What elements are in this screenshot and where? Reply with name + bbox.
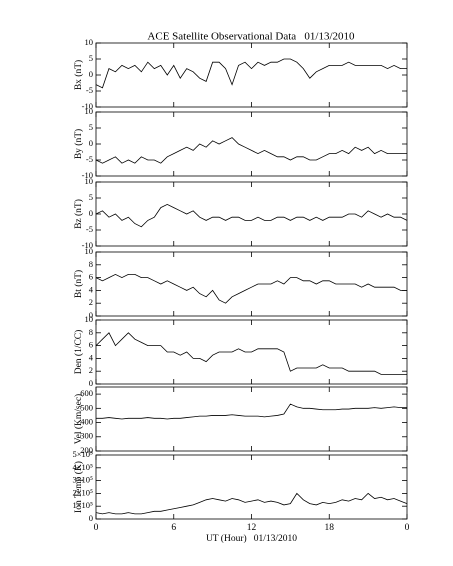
data-line <box>95 203 408 228</box>
y-tick-label: 3×10⁵ <box>72 475 93 485</box>
data-line <box>95 332 407 375</box>
y-tick-label: 6 <box>89 340 93 350</box>
y-tick-label: 500 <box>80 402 93 412</box>
y-tick-label: 8 <box>89 327 93 337</box>
y-tick-label: 0 <box>89 310 93 320</box>
y-tick-label: 0 <box>89 513 93 523</box>
y-tick-label: -10 <box>82 101 93 111</box>
y-tick-label: 5 <box>89 53 93 63</box>
y-tick-label: 300 <box>80 431 93 441</box>
chart-title: ACE Satellite Observational Data 01/13/2… <box>147 31 355 43</box>
y-tick-label: 2 <box>89 297 93 307</box>
data-line <box>95 58 407 89</box>
data-line <box>95 492 408 515</box>
y-axis-label: Bt (nT) <box>73 270 84 298</box>
y-tick-label: 0 <box>89 378 93 388</box>
y-tick-label: 5 <box>89 192 93 202</box>
x-tick-label: 12 <box>247 523 257 533</box>
y-tick-label: 5 <box>89 122 93 132</box>
y-axis-label: Bz (nT) <box>73 199 84 229</box>
data-line <box>95 137 407 164</box>
y-tick-label: 0 <box>89 208 93 218</box>
y-tick-label: 4×10⁵ <box>72 462 93 472</box>
y-axis-label: Den (1/CC) <box>73 330 84 375</box>
y-tick-label: 200 <box>80 445 93 455</box>
x-tick-label: 6 <box>171 523 176 533</box>
y-tick-label: 10 <box>85 106 94 116</box>
x-tick-label: 0 <box>405 523 410 533</box>
y-tick-label: 0 <box>89 138 93 148</box>
data-line <box>95 273 407 304</box>
y-tick-label: 0 <box>89 69 93 79</box>
y-tick-label: -10 <box>82 240 93 250</box>
y-tick-label: -10 <box>82 170 93 180</box>
data-line <box>96 403 407 420</box>
y-tick-label: 6 <box>89 272 93 282</box>
y-tick-label: 8 <box>89 259 93 269</box>
y-tick-label: 5×10⁵ <box>72 449 93 459</box>
y-tick-label: 2 <box>89 365 93 375</box>
y-tick-label: 400 <box>80 417 93 427</box>
x-axis-label: UT (Hour) 01/13/2010 <box>206 533 297 544</box>
y-axis-label: By (nT) <box>73 129 84 159</box>
y-tick-label: 10 <box>85 37 94 47</box>
y-tick-label: 4 <box>89 284 94 294</box>
y-axis-label: Bx (nT) <box>73 60 84 90</box>
x-tick-label: 18 <box>325 523 335 533</box>
y-tick-label: 1×10⁵ <box>72 500 93 510</box>
y-axis-label: Vel (Km/sec) <box>73 394 84 444</box>
y-tick-label: 2×10⁵ <box>72 487 93 497</box>
y-tick-label: 600 <box>80 388 93 398</box>
y-tick-label: 4 <box>89 352 94 362</box>
y-tick-label: 10 <box>85 176 94 186</box>
y-tick-label: -5 <box>86 224 93 234</box>
y-axis-label: Ion Temp (K) <box>73 461 84 513</box>
y-tick-label: -5 <box>86 154 93 164</box>
y-tick-label: -5 <box>86 85 93 95</box>
x-tick-label: 0 <box>94 523 99 533</box>
y-tick-label: 10 <box>85 246 94 256</box>
y-tick-label: 10 <box>85 314 94 324</box>
